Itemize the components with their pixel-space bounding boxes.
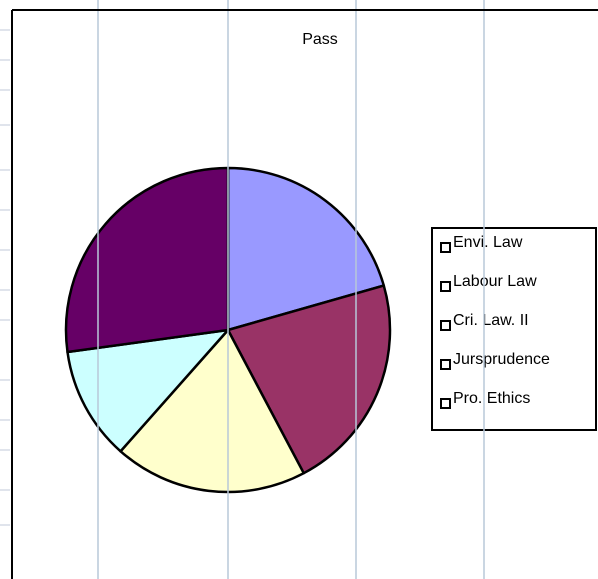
row-lines — [0, 29, 10, 526]
legend: Envi. Law Labour Law Cri. Law. II Jursprude… — [440, 234, 550, 409]
pie-slice — [226, 284, 392, 475]
plot-area — [64, 166, 392, 494]
pie-slice — [119, 328, 305, 494]
legend-key — [440, 281, 451, 292]
legend-key — [440, 320, 451, 331]
legend-label: Labour Law — [453, 273, 537, 290]
legend-key — [440, 398, 451, 409]
pie-slice — [66, 328, 230, 453]
legend-key — [440, 242, 451, 253]
legend-label: Pro. Ethics — [453, 390, 530, 407]
sheet-grid — [97, 0, 485, 579]
legend-label: Jursprudence — [453, 351, 550, 368]
chart-title: Pass — [302, 31, 338, 48]
legend-key — [440, 359, 451, 370]
chart-border — [11, 9, 598, 579]
legend-box — [431, 227, 597, 431]
legend-label: Cri. Law. II — [453, 312, 529, 329]
pie-slice — [64, 166, 230, 354]
legend-label: Envi. Law — [453, 234, 523, 251]
pie-slice — [226, 166, 386, 332]
